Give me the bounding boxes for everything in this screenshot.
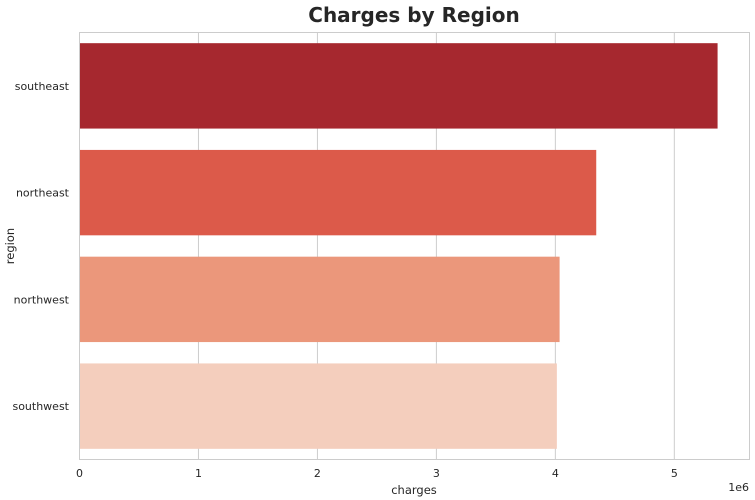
x-tick-label: 4 bbox=[552, 467, 559, 480]
y-tick-label: southwest bbox=[12, 400, 69, 413]
x-tick-label: 5 bbox=[671, 467, 678, 480]
y-tick-labels: southeast northeast northwest southwest bbox=[12, 80, 69, 413]
y-tick-label: northeast bbox=[16, 187, 70, 200]
x-tick-label: 1 bbox=[195, 467, 202, 480]
x-scale-offset-label: 1e6 bbox=[728, 481, 749, 494]
chart-title: Charges by Region bbox=[308, 3, 519, 27]
bar-northeast bbox=[79, 149, 597, 236]
plot-frame bbox=[79, 32, 750, 460]
x-tick-label: 2 bbox=[314, 467, 321, 480]
x-tick-labels: 0 1 2 3 4 5 bbox=[76, 467, 678, 480]
bar-southeast bbox=[79, 43, 718, 129]
bars bbox=[79, 43, 718, 449]
x-axis-label: charges bbox=[391, 483, 437, 497]
bar-northwest bbox=[79, 256, 560, 343]
y-axis-label: region bbox=[3, 228, 17, 264]
x-tick-label: 0 bbox=[76, 467, 83, 480]
x-tick-label: 3 bbox=[433, 467, 440, 480]
bar-southwest bbox=[79, 363, 557, 449]
y-tick-label: northwest bbox=[14, 293, 70, 306]
y-tick-label: southeast bbox=[15, 80, 70, 93]
